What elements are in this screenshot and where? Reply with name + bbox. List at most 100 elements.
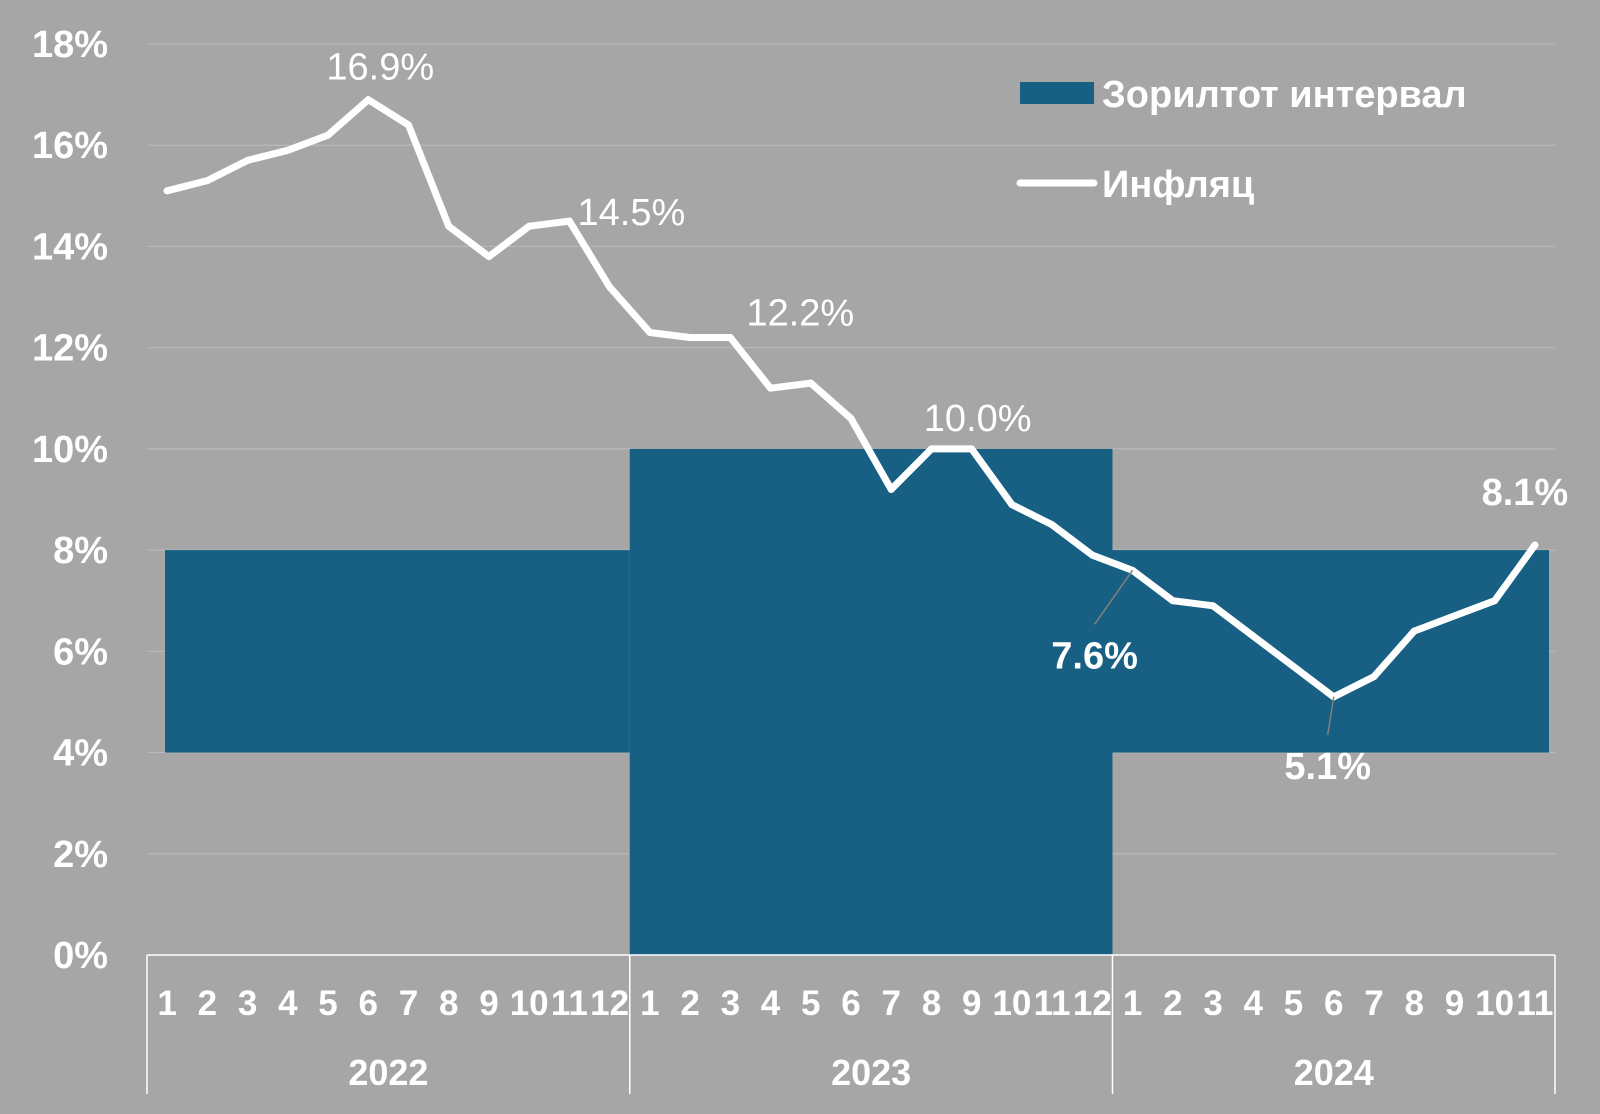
x-tick-label: 9 [1445, 984, 1464, 1023]
inflation-point [1008, 501, 1016, 509]
x-tick-label: 11 [1516, 984, 1553, 1023]
inflation-point [1209, 602, 1217, 610]
x-tick-label: 4 [278, 984, 298, 1023]
inflation-point [767, 384, 775, 392]
inflation-point [968, 445, 976, 453]
inflation-point [1491, 597, 1499, 605]
inflation-line [163, 96, 1539, 701]
x-tick-label: 4 [1244, 984, 1264, 1023]
x-tick-label: 1 [640, 984, 659, 1023]
inflation-point [646, 328, 654, 336]
x-tick-label: 9 [962, 984, 981, 1023]
inflation-point [364, 96, 372, 104]
inflation-point [807, 379, 815, 387]
inflation-point [1048, 521, 1056, 529]
inflation-point [686, 334, 694, 342]
annotation-label: 12.2% [746, 293, 854, 335]
x-tick-label: 8 [1404, 984, 1423, 1023]
x-tick-label: 3 [721, 984, 740, 1023]
x-tick-label: 8 [922, 984, 941, 1023]
annotation-label: 7.6% [1051, 635, 1138, 677]
target-band-2024 [1112, 550, 1549, 753]
inflation-point [1249, 632, 1257, 640]
x-tick-label: 12 [590, 984, 629, 1023]
inflation-point [404, 121, 412, 129]
x-tick-label: 1 [1123, 984, 1142, 1023]
y-tick-label: 18% [32, 24, 108, 66]
y-axis: 0% 2% 4% 6% 8% 10% 12% 14% 16% 18% [32, 24, 108, 977]
x-tick-label: 6 [359, 984, 378, 1023]
inflation-point [284, 146, 292, 154]
inflation-point [887, 485, 895, 493]
x-tick-label: 2 [1163, 984, 1182, 1023]
inflation-point [1169, 597, 1177, 605]
inflation-point [163, 187, 171, 195]
x-tick-label: 10 [1475, 984, 1514, 1023]
annotation-label: 10.0% [924, 398, 1032, 440]
inflation-point [1410, 627, 1418, 635]
year-label: 2024 [1294, 1052, 1374, 1093]
legend: Зорилтот интервал Инфляц [1016, 74, 1467, 206]
x-tick-label: 5 [1284, 984, 1303, 1023]
x-tick-label: 9 [479, 984, 498, 1023]
x-tick-label: 3 [1203, 984, 1222, 1023]
annotation-leader [1327, 696, 1335, 736]
year-label: 2023 [831, 1052, 911, 1093]
legend-label-inflation: Инфляц [1102, 164, 1255, 206]
inflation-point [847, 415, 855, 423]
x-tick-label: 8 [439, 984, 458, 1023]
y-tick-label: 6% [53, 631, 108, 673]
y-tick-label: 14% [32, 226, 108, 268]
inflation-point [244, 156, 252, 164]
x-tick-label: 6 [841, 984, 860, 1023]
target-band-2023 [629, 448, 1113, 955]
inflation-point [1370, 673, 1378, 681]
inflation-point [726, 334, 734, 342]
annotation-label: 5.1% [1284, 746, 1371, 788]
inflation-point [927, 445, 935, 453]
target-band-2022 [165, 550, 630, 753]
inflation-point [445, 222, 453, 230]
x-tick-label: 10 [992, 984, 1031, 1023]
y-tick-label: 8% [53, 530, 108, 572]
y-tick-label: 12% [32, 328, 108, 370]
annotations: 16.9% 14.5% 12.2% 10.0% 7.6% 5.1% 8.1% [326, 47, 1568, 788]
x-tick-label: 5 [318, 984, 337, 1023]
inflation-point [565, 217, 573, 225]
x-tick-label: 7 [881, 984, 900, 1023]
x-tick-label: 11 [551, 984, 588, 1023]
y-tick-label: 2% [53, 834, 108, 876]
y-tick-label: 4% [53, 733, 108, 775]
inflation-point [1290, 663, 1298, 671]
x-axis [146, 954, 1556, 1094]
inflation-point [525, 222, 533, 230]
inflation-point [1531, 541, 1539, 549]
y-tick-label: 0% [53, 935, 108, 977]
x-tick-label: 11 [1034, 984, 1071, 1023]
x-tick-label: 2 [680, 984, 699, 1023]
annotation-leader [1093, 569, 1134, 625]
target-bands [165, 448, 1549, 955]
x-tick-label: 10 [510, 984, 549, 1023]
inflation-point [606, 283, 614, 291]
x-tick-label: 6 [1324, 984, 1343, 1023]
x-tick-label: 7 [1364, 984, 1383, 1023]
legend-label-target: Зорилтот интервал [1102, 74, 1467, 116]
year-label: 2022 [348, 1052, 428, 1093]
x-tick-label: 4 [761, 984, 781, 1023]
x-tick-label: 1 [157, 984, 176, 1023]
annotation-label: 8.1% [1482, 472, 1569, 514]
inflation-point [324, 131, 332, 139]
x-tick-label: 2 [198, 984, 217, 1023]
x-tick-label: 3 [238, 984, 257, 1023]
annotation-label: 14.5% [578, 192, 686, 234]
annotation-label: 16.9% [326, 47, 434, 89]
y-tick-label: 10% [32, 429, 108, 471]
inflation-point [485, 253, 493, 261]
x-tick-label: 5 [801, 984, 820, 1023]
x-tick-label: 12 [1073, 984, 1112, 1023]
inflation-point [1450, 612, 1458, 620]
inflation-point [203, 177, 211, 185]
